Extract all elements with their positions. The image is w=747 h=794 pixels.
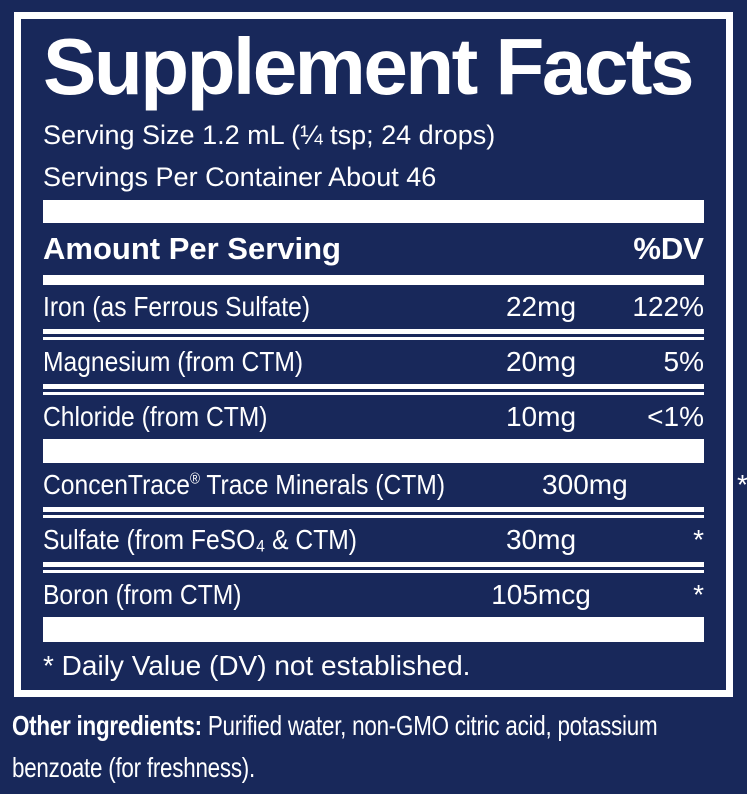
row-amount: 10mg: [505, 401, 577, 432]
table-row: Iron (as Ferrous Sulfate) 22mg 122%: [43, 285, 704, 329]
row-dv: *: [693, 579, 704, 610]
registered-trademark-symbol: ®: [190, 470, 200, 488]
row-label: Iron (as Ferrous Sulfate): [43, 291, 311, 322]
separator-bar-thick-bottom: [43, 617, 704, 642]
row-dv: <1%: [647, 401, 704, 432]
dv-footnote: * Daily Value (DV) not established.: [43, 650, 471, 681]
header-underline-bar: [43, 275, 704, 285]
other-ingredients-text: Other ingredients: Purified water, non-G…: [12, 705, 747, 789]
dv-header-label: %DV: [633, 231, 704, 266]
row-dv: 122%: [632, 291, 704, 322]
table-row: Magnesium (from CTM) 20mg 5%: [43, 340, 704, 384]
other-ingredients-section: Other ingredients: Purified water, non-G…: [0, 697, 747, 789]
row-dv: *: [736, 469, 747, 500]
row-label: Magnesium (from CTM): [43, 346, 304, 377]
row-separator: [43, 507, 704, 518]
amount-per-serving-label: Amount Per Serving: [43, 231, 341, 266]
row-dv: *: [693, 524, 704, 555]
serving-size-line: Serving Size 1.2 mL (¼ tsp; 24 drops): [43, 119, 496, 150]
row-amount: 300mg: [542, 469, 628, 500]
row-label: Boron (from CTM): [43, 579, 242, 610]
row-label: ConcenTrace® Trace Minerals (CTM): [43, 469, 446, 500]
table-row: Boron (from CTM) 105mcg *: [43, 573, 704, 617]
table-row: Sulfate (from FeSO₄ & CTM) 30mg *: [43, 518, 704, 562]
row-separator: [43, 329, 704, 340]
row-amount: 105mcg: [491, 579, 591, 610]
row-amount: 30mg: [505, 524, 577, 555]
row-label: Chloride (from CTM): [43, 401, 268, 432]
other-ingredients-list-part-1: Purified water, non-GMO citric acid, pot…: [201, 710, 658, 741]
nutrient-group-1: Iron (as Ferrous Sulfate) 22mg 122% Magnesi…: [43, 285, 704, 439]
row-amount: 22mg: [505, 291, 577, 322]
row-separator: [43, 384, 704, 395]
other-ingredients-line-1: Other ingredients: Purified water, non-G…: [12, 705, 747, 747]
table-row: Chloride (from CTM) 10mg <1%: [43, 395, 704, 439]
row-label: Sulfate (from FeSO₄ & CTM): [43, 524, 358, 555]
panel-title: Supplement Facts: [43, 22, 695, 111]
table-row: ConcenTrace® Trace Minerals (CTM) 300mg *: [43, 463, 747, 507]
facts-panel: Supplement Facts Serving Size 1.2 mL (¼ …: [14, 12, 747, 697]
other-ingredients-line-2: benzoate (for freshness).: [12, 752, 256, 783]
separator-bar-thick-top: [43, 200, 704, 223]
header-row: Amount Per Serving %DV: [43, 223, 704, 275]
other-ingredients-label: Other ingredients:: [12, 710, 202, 741]
nutrient-group-2: ConcenTrace® Trace Minerals (CTM) 300mg * S…: [43, 463, 747, 617]
row-amount: 20mg: [505, 346, 577, 377]
row-dv: 5%: [663, 346, 704, 377]
separator-bar-thick-middle: [43, 439, 704, 463]
servings-per-container-line: Servings Per Container About 46: [43, 162, 437, 192]
row-separator: [43, 562, 704, 573]
